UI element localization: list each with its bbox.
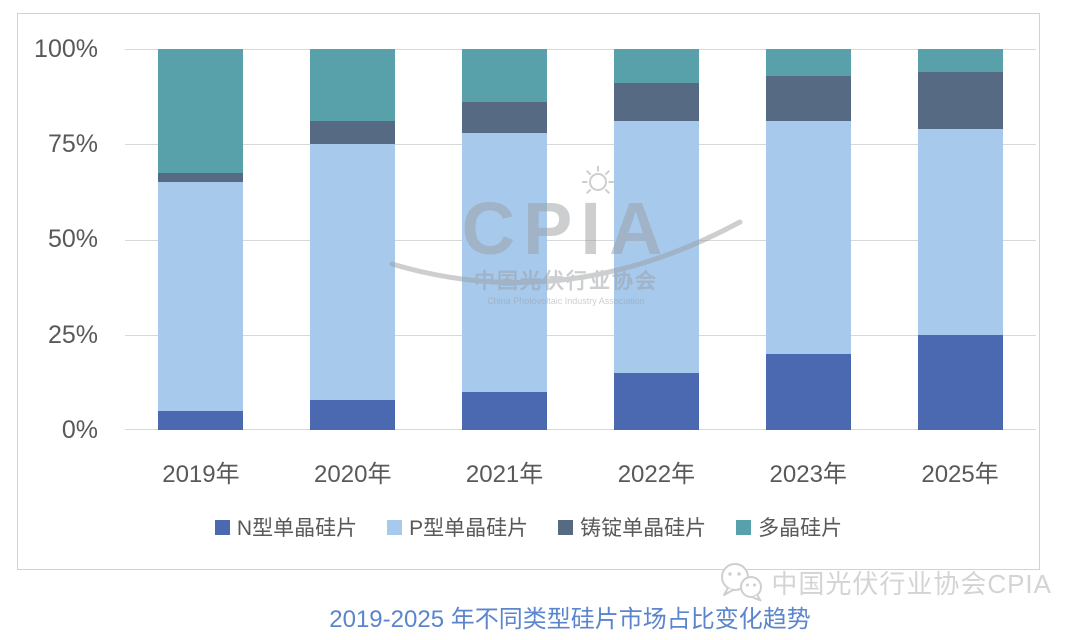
y-tick-label: 75% [47,130,98,158]
bar-segment [158,182,244,411]
bar-2019年 [158,49,244,430]
legend: N型单晶硅片 P型单晶硅片 铸锭单晶硅片 多晶硅片 [18,512,1039,542]
bar-segment [310,144,396,400]
gridline-75 [125,144,1036,146]
bar-segment [765,121,851,354]
bar-segment [613,83,699,122]
legend-label: 多晶硅片 [758,517,843,540]
bar-segment [158,410,244,430]
x-axis-labels: 2019年 2020年 2021年 2022年 2023年 2025年 [125,454,1036,489]
legend-swatch [214,519,230,535]
gridline-25 [125,334,1036,336]
bar-segment [462,391,548,430]
bar-segment [765,353,851,430]
legend-label: 铸锭单晶硅片 [580,517,707,540]
bar-segment [158,172,244,183]
x-tick-label: 2023年 [769,461,847,488]
bar-segment [310,121,396,145]
chart-panel: 100% 75% 50% 25% 0% 2019年 2020年 2021年 20… [17,13,1040,570]
bar-segment [462,102,548,133]
gridline-100 [125,49,1036,50]
y-tick-label: 50% [47,225,98,253]
y-tick-label: 0% [61,416,98,444]
legend-swatch [387,519,403,535]
bar-segment [917,129,1003,335]
legend-item-n-mono: N型单晶硅片 [214,512,358,542]
x-tick-label: 2021年 [465,461,544,488]
bar-segment [613,121,699,373]
bars [125,49,1036,430]
x-tick-label: 2019年 [162,461,240,488]
bar-segment [917,334,1003,430]
legend-swatch [558,519,574,535]
bar-segment [462,132,548,392]
chart-caption: 2019-2025 年不同类型硅片市场占比变化趋势 [329,606,811,633]
bar-segment [310,399,396,430]
bar-2022年 [613,49,699,430]
bar-segment [917,71,1003,130]
bar-segment [917,49,1003,72]
y-tick-label: 100% [34,35,98,63]
bar-2021年 [462,49,548,430]
legend-label: N型单晶硅片 [236,517,358,540]
bar-segment [462,49,548,103]
bar-2025年 [917,49,1003,430]
gridline-0 [125,429,1036,430]
legend-swatch [736,519,752,535]
legend-item-multi: 多晶硅片 [736,512,842,542]
x-tick-label: 2025年 [921,461,999,488]
bar-segment [765,49,851,76]
bar-segment [613,372,699,430]
bar-segment [158,49,244,173]
bar-segment [310,49,396,122]
legend-item-cast-mono: 铸锭单晶硅片 [558,512,706,542]
x-tick-label: 2020年 [314,461,392,488]
source-text: 中国光伏行业协会CPIA [771,568,1052,599]
bar-segment [613,49,699,84]
legend-item-p-mono: P型单晶硅片 [387,512,528,542]
x-tick-label: 2022年 [617,461,696,488]
y-tick-label: 25% [47,321,98,349]
bar-2020年 [310,49,396,430]
wechat-icon [721,563,763,602]
plot-area [125,49,1036,430]
bar-segment [765,75,851,122]
source-line: 中国光伏行业协会CPIA [719,562,1052,602]
legend-label: P型单晶硅片 [409,517,529,540]
bar-2023年 [765,49,851,430]
